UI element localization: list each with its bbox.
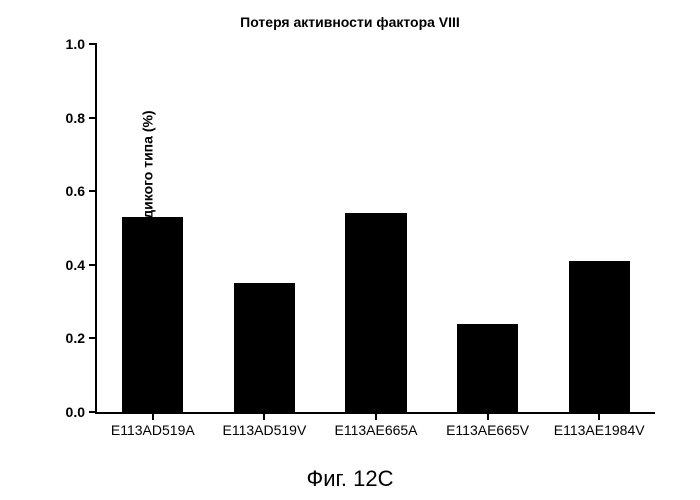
x-tick-label: E113AE665A bbox=[334, 422, 417, 438]
chart-title: Потеря активности фактора VIII bbox=[0, 14, 700, 30]
x-tick-label: E113AD519V bbox=[222, 422, 306, 438]
y-tick bbox=[89, 43, 97, 45]
y-tick-label: 0.0 bbox=[66, 404, 85, 420]
figure-caption: Фиг. 12C bbox=[0, 466, 700, 492]
y-tick-label: 0.4 bbox=[66, 257, 85, 273]
y-tick-label: 1.0 bbox=[66, 36, 85, 52]
x-tick-label: E113AE665V bbox=[446, 422, 529, 438]
y-tick-label: 0.8 bbox=[66, 110, 85, 126]
plot-area: 0.00.20.40.60.81.0E113AD519AE113AD519VE1… bbox=[95, 44, 655, 414]
x-tick bbox=[152, 412, 154, 420]
y-tick-label: 0.2 bbox=[66, 330, 85, 346]
bar bbox=[122, 217, 183, 412]
x-tick bbox=[263, 412, 265, 420]
bar bbox=[569, 261, 630, 412]
figure-container: Потеря активности фактора VIII Скорость … bbox=[0, 0, 700, 500]
y-tick-label: 0.6 bbox=[66, 183, 85, 199]
x-tick-label: E113AE1984V bbox=[554, 422, 645, 438]
y-tick bbox=[89, 337, 97, 339]
y-tick bbox=[89, 190, 97, 192]
y-tick bbox=[89, 117, 97, 119]
x-tick-label: E113AD519A bbox=[111, 422, 195, 438]
bar bbox=[457, 324, 518, 412]
x-tick bbox=[598, 412, 600, 420]
x-tick bbox=[375, 412, 377, 420]
y-tick bbox=[89, 411, 97, 413]
x-tick bbox=[487, 412, 489, 420]
bar bbox=[234, 283, 295, 412]
bar bbox=[345, 213, 406, 412]
y-tick bbox=[89, 264, 97, 266]
